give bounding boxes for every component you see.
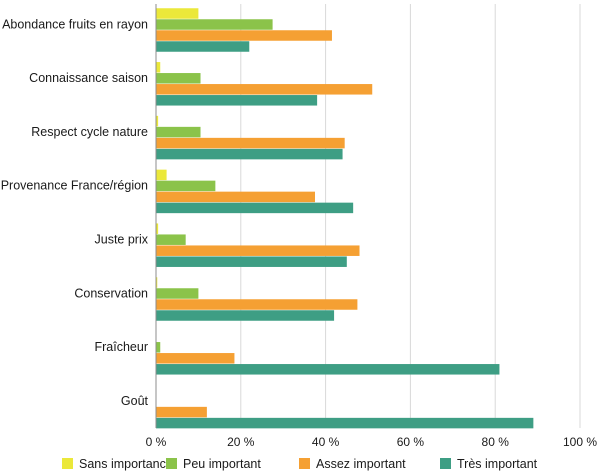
- category-labels: Abondance fruits en rayon Connaissance sa…: [1, 17, 149, 408]
- bar-1-peu-important: [156, 19, 273, 30]
- bar-8-assez-important: [156, 406, 207, 418]
- legend-swatch: [299, 458, 310, 469]
- bar-7-assez-important: [156, 353, 235, 364]
- bar-4-peu-important: [156, 180, 216, 192]
- bar-2-sans-importance: [156, 62, 161, 73]
- legend-swatch: [166, 458, 177, 469]
- legend-label: Très important: [457, 457, 538, 471]
- bar-2-tr-s-important: [156, 95, 318, 106]
- category-label: Goût: [121, 394, 149, 408]
- bar-3-assez-important: [156, 137, 345, 149]
- bar-4-sans-importance: [156, 169, 167, 181]
- category-label: Provenance France/région: [1, 179, 148, 193]
- bar-3-peu-important: [156, 126, 201, 138]
- category-label: Abondance fruits en rayon: [2, 17, 148, 31]
- legend-label: Peu important: [183, 457, 261, 471]
- bar-5-peu-important: [156, 234, 186, 245]
- x-tick-label: 80 %: [482, 435, 510, 449]
- category-label: Juste prix: [95, 232, 149, 246]
- bar-5-sans-importance: [156, 223, 159, 234]
- x-tick-label: 100 %: [563, 435, 597, 449]
- category-label: Fraîcheur: [95, 340, 149, 354]
- bar-6-sans-importance: [156, 277, 158, 288]
- bar-1-sans-importance: [156, 8, 199, 19]
- x-tick-labels: 0 % 20 % 40 % 60 % 80 % 100 %: [146, 435, 598, 449]
- legend-label: Assez important: [316, 457, 406, 471]
- legend: Sans importance Peu important Assez import…: [62, 457, 538, 471]
- legend-label: Sans importance: [79, 457, 173, 471]
- bar-1-assez-important: [156, 30, 332, 41]
- bar-6-peu-important: [156, 288, 199, 299]
- category-label: Respect cycle nature: [31, 125, 148, 139]
- bar-7-tr-s-important: [156, 364, 500, 375]
- x-tick-label: 0 %: [146, 435, 167, 449]
- x-tick-label: 60 %: [397, 435, 425, 449]
- bar-6-tr-s-important: [156, 310, 335, 321]
- category-label: Connaissance saison: [29, 71, 148, 85]
- bar-2-assez-important: [156, 84, 373, 95]
- bar-5-assez-important: [156, 245, 360, 256]
- x-tick-label: 40 %: [312, 435, 340, 449]
- bar-7-peu-important: [156, 342, 161, 353]
- bar-4-tr-s-important: [156, 202, 354, 214]
- bar-8-tr-s-important: [156, 417, 534, 429]
- bar-2-peu-important: [156, 73, 201, 84]
- x-tick-label: 20 %: [227, 435, 255, 449]
- bars: [156, 8, 534, 429]
- bar-4-assez-important: [156, 191, 315, 203]
- bar-6-assez-important: [156, 299, 358, 310]
- bar-5-tr-s-important: [156, 256, 347, 267]
- legend-swatch: [62, 458, 73, 469]
- bar-3-sans-importance: [156, 115, 159, 127]
- gridlines: [240, 4, 581, 428]
- category-label: Conservation: [74, 286, 148, 300]
- bar-1-tr-s-important: [156, 41, 250, 52]
- bar-3-tr-s-important: [156, 148, 343, 160]
- legend-swatch: [440, 458, 451, 469]
